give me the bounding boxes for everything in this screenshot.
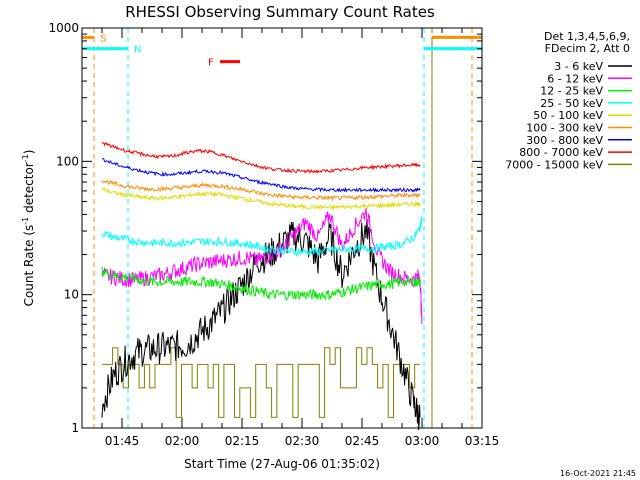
legend-label: 12 - 25 keV — [540, 85, 603, 98]
y-tick-label: 100 — [56, 154, 79, 168]
x-tick-label: 02:00 — [165, 434, 200, 448]
legend-label: 100 - 300 keV — [526, 122, 603, 135]
series-line-7000-15000-kev — [102, 347, 420, 418]
y-axis-label-end: ) — [22, 150, 36, 155]
x-axis-label: Start Time (27-Aug-06 01:35:02) — [184, 457, 380, 471]
series-line-50-100-kev — [101, 187, 421, 211]
series-line-12-25-kev — [101, 266, 421, 302]
series-line-300-800-kev — [101, 157, 421, 193]
y-tick-label: 10 — [64, 288, 79, 302]
y-axis-label-mid: detector — [22, 162, 36, 217]
x-tick-label: 02:30 — [285, 434, 320, 448]
legend: Det 1,3,4,5,6,9, FDecim 2, Att 0 3 - 6 k… — [505, 30, 632, 171]
chart-title: RHESSI Observing Summary Count Rates — [125, 3, 435, 21]
x-tick-label: 03:15 — [465, 434, 500, 448]
series-line-100-300-kev — [101, 179, 421, 202]
series-line-6-12-kev — [101, 208, 423, 325]
legend-label: 800 - 7000 keV — [519, 146, 603, 159]
x-tick-label: 02:15 — [225, 434, 260, 448]
y-tick-label: 1000 — [48, 21, 79, 35]
x-tick-label: 03:00 — [405, 434, 440, 448]
x-tick-label: 02:45 — [345, 434, 380, 448]
legend-header-decimation: FDecim 2, Att 0 — [545, 42, 630, 55]
legend-label: 6 - 12 keV — [547, 72, 603, 85]
series-line-3-6-kev — [101, 219, 421, 431]
y-axis: 1 10 100 1000 — [48, 21, 482, 435]
legend-header-detectors: Det 1,3,4,5,6,9, — [544, 30, 630, 43]
series-line-25-50-kev — [101, 216, 423, 258]
legend-label: 25 - 50 keV — [540, 97, 603, 110]
y-tick-label: 1 — [71, 421, 79, 435]
x-tick-label: 01:45 — [105, 434, 140, 448]
legend-label: 50 - 100 keV — [533, 109, 603, 122]
legend-label: 7000 - 15000 keV — [505, 158, 603, 171]
flag-label-s: S — [100, 33, 106, 44]
y-axis-label-sup2: -1 — [21, 154, 30, 162]
legend-label: 300 - 800 keV — [526, 134, 603, 147]
x-axis: 01:45 02:00 02:15 02:30 02:45 03:00 03:15 — [81, 28, 500, 448]
y-axis-label-sup1: -1 — [21, 217, 30, 225]
y-axis-label-main: Count Rate (s — [22, 225, 36, 307]
flag-label-n: N — [134, 45, 141, 56]
series-line-800-7000-kev — [101, 141, 421, 175]
plot-area: S N F — [82, 28, 482, 431]
footer-timestamp: 16-Oct-2021 21:45 — [560, 469, 636, 478]
flag-label-f: F — [208, 58, 214, 69]
y-axis-label: Count Rate (s-1 detector-1) — [21, 150, 36, 307]
legend-label: 3 - 6 keV — [554, 60, 603, 73]
